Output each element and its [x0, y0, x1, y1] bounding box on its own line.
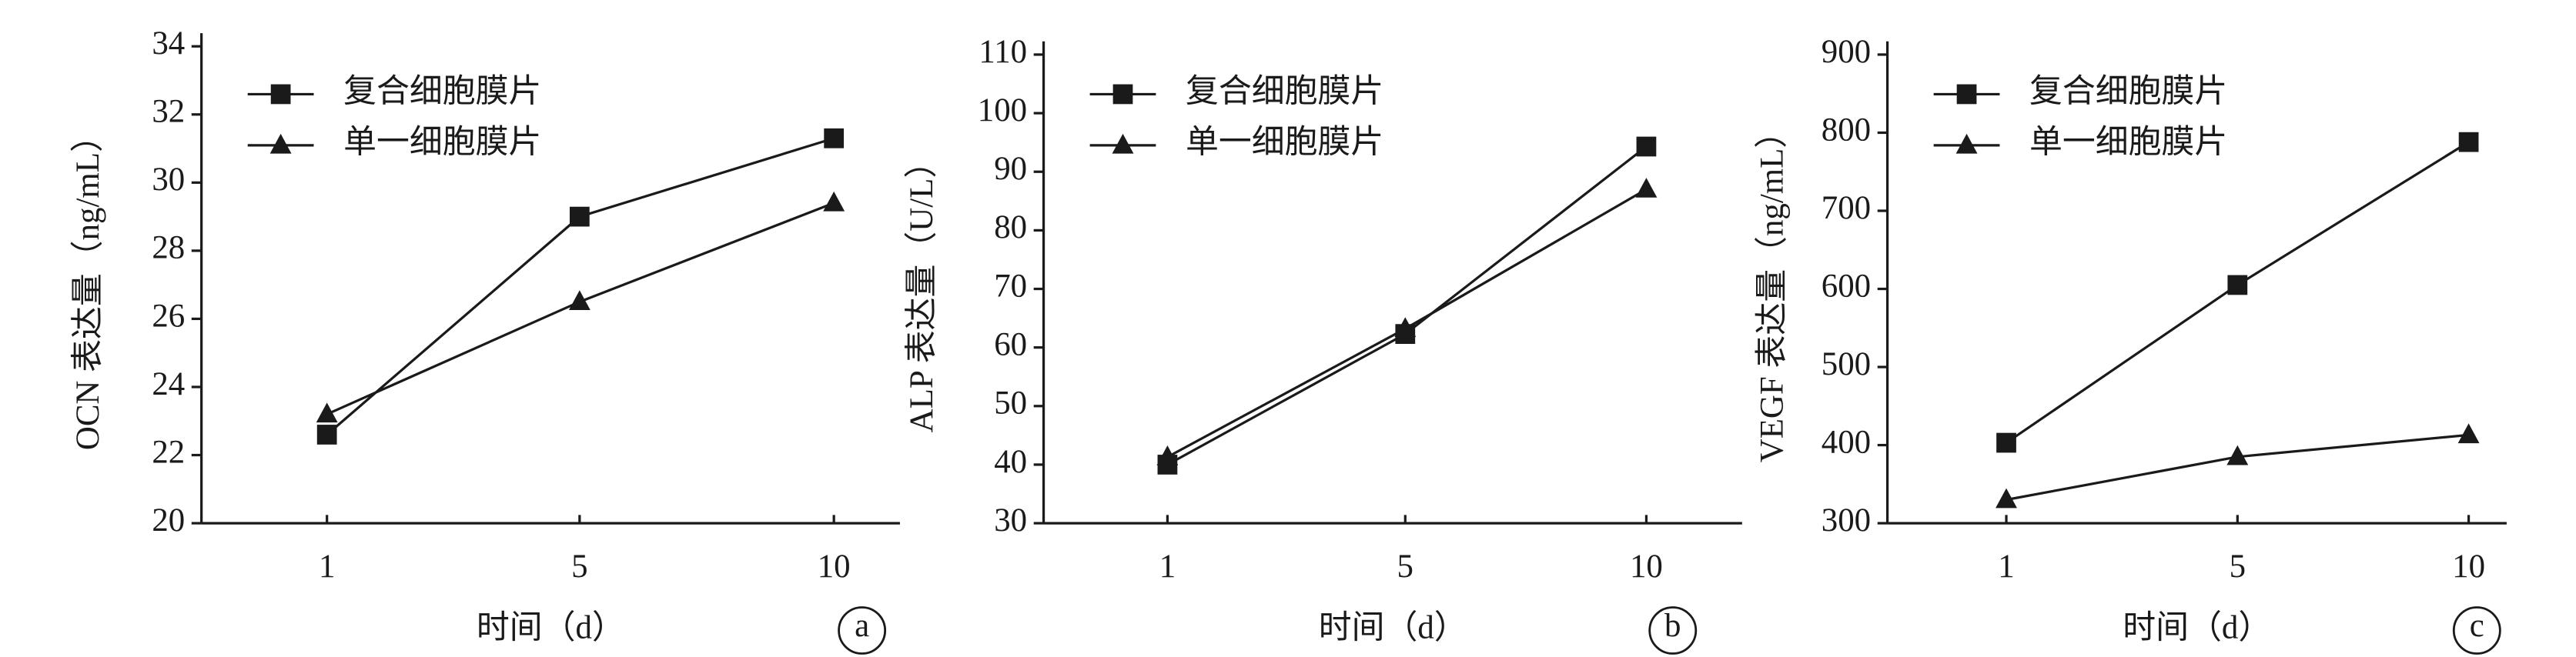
line — [2006, 433, 2469, 502]
y-tick-label: 30 — [994, 502, 1027, 539]
marker — [823, 191, 845, 212]
y-tick-label: 100 — [978, 92, 1027, 128]
y-tick-label: 80 — [994, 209, 1027, 245]
y-tick-label: 90 — [994, 151, 1027, 187]
legend-marker — [1955, 133, 1978, 154]
marker — [568, 290, 590, 311]
panel-circle — [2452, 606, 2501, 655]
panel-label: b — [1664, 608, 1681, 644]
x-axis-label: 时间（d） — [1319, 609, 1467, 645]
legend-marker — [1112, 84, 1133, 105]
y-tick-label: 50 — [994, 385, 1027, 422]
panel-label: c — [2470, 608, 2484, 644]
y-tick-label: 800 — [1822, 112, 1871, 148]
y-tick-label: 26 — [152, 298, 185, 334]
marker — [1394, 317, 1417, 338]
legend-label: 单一细胞膜片 — [1186, 125, 1383, 161]
x-axis-label: 时间（d） — [2123, 609, 2271, 645]
panel-circle — [1648, 606, 1698, 655]
marker — [1996, 432, 2016, 453]
marker — [1156, 445, 1179, 465]
y-tick-label: 34 — [152, 25, 185, 62]
legend-label: 复合细胞膜片 — [1186, 73, 1383, 109]
legend-label: 单一细胞膜片 — [2029, 125, 2227, 161]
y-tick-label: 70 — [994, 268, 1027, 304]
x-tick-label: 1 — [1998, 549, 2014, 585]
marker — [1996, 488, 2017, 509]
y-tick-label: 20 — [152, 502, 185, 539]
legend-label: 复合细胞膜片 — [2029, 73, 2227, 109]
y-tick-label: 22 — [152, 434, 185, 470]
y-tick-label: 300 — [1822, 502, 1871, 539]
marker — [2457, 423, 2480, 444]
y-axis-label: VEGF 表达量（ng/mL） — [1755, 115, 1791, 462]
x-tick-label: 10 — [2452, 549, 2485, 585]
x-tick-label: 5 — [1397, 549, 1413, 585]
marker — [2458, 132, 2479, 152]
panel-label: a — [855, 608, 869, 644]
line — [326, 137, 835, 436]
y-tick-label: 900 — [1822, 34, 1871, 70]
legend-label: 单一细胞膜片 — [343, 125, 541, 161]
marker — [2226, 445, 2249, 465]
x-tick-label: 1 — [1159, 549, 1176, 585]
x-tick-label: 5 — [571, 549, 587, 585]
marker — [316, 402, 338, 423]
legend-marker — [1956, 84, 1977, 105]
y-tick-label: 32 — [152, 94, 185, 130]
x-tick-label: 5 — [2230, 549, 2246, 585]
panel-circle — [838, 606, 887, 655]
marker — [1636, 136, 1657, 157]
legend-marker — [269, 133, 292, 154]
x-tick-label: 10 — [1630, 549, 1663, 585]
marker — [569, 206, 590, 227]
legend-label: 复合细胞膜片 — [343, 73, 541, 109]
y-tick-label: 60 — [994, 327, 1027, 363]
y-tick-label: 40 — [994, 444, 1027, 480]
y-tick-label: 28 — [152, 230, 185, 266]
marker — [1635, 178, 1658, 198]
marker — [316, 425, 337, 445]
y-axis-label: OCN 表达量（ng/mL） — [70, 119, 106, 450]
y-tick-label: 30 — [152, 162, 185, 198]
y-tick-label: 700 — [1822, 190, 1871, 226]
y-axis-label: ALP 表达量（U/L） — [904, 145, 940, 433]
y-tick-label: 500 — [1822, 346, 1871, 382]
legend-marker — [270, 84, 291, 105]
y-tick-label: 24 — [152, 366, 185, 402]
x-axis-label: 时间（d） — [477, 609, 625, 645]
y-tick-label: 400 — [1822, 424, 1871, 460]
marker — [2227, 275, 2248, 295]
marker — [824, 128, 845, 148]
y-tick-label: 600 — [1822, 268, 1871, 304]
x-tick-label: 1 — [319, 549, 335, 585]
x-tick-label: 10 — [818, 549, 851, 585]
y-tick-label: 110 — [979, 34, 1027, 70]
legend-marker — [1112, 133, 1134, 154]
